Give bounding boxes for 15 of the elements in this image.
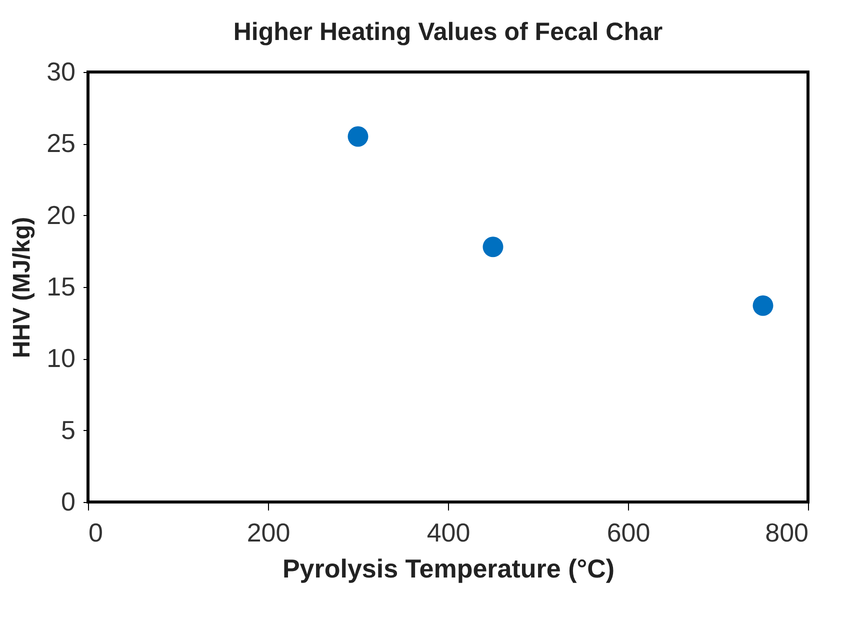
x-tick-label: 200 <box>246 518 290 548</box>
chart-title: Higher Heating Values of Fecal Char <box>233 18 663 46</box>
y-axis-title: HHV (MJ/kg) <box>8 216 36 358</box>
x-tick-label: 0 <box>88 518 103 548</box>
y-tick-label: 25 <box>46 128 76 158</box>
x-tick-label: 400 <box>426 518 470 548</box>
y-tick-label: 10 <box>46 343 76 374</box>
y-tick-label: 0 <box>61 486 76 516</box>
y-tick-label: 5 <box>61 414 76 445</box>
x-tick-label: 800 <box>765 518 808 548</box>
y-tick-label: 20 <box>46 200 76 230</box>
y-tick-label: 30 <box>46 56 76 86</box>
x-axis-title: Pyrolysis Temperature (°C) <box>282 554 615 584</box>
x-tick-label: 600 <box>606 518 650 548</box>
y-tick-label: 15 <box>46 272 76 302</box>
